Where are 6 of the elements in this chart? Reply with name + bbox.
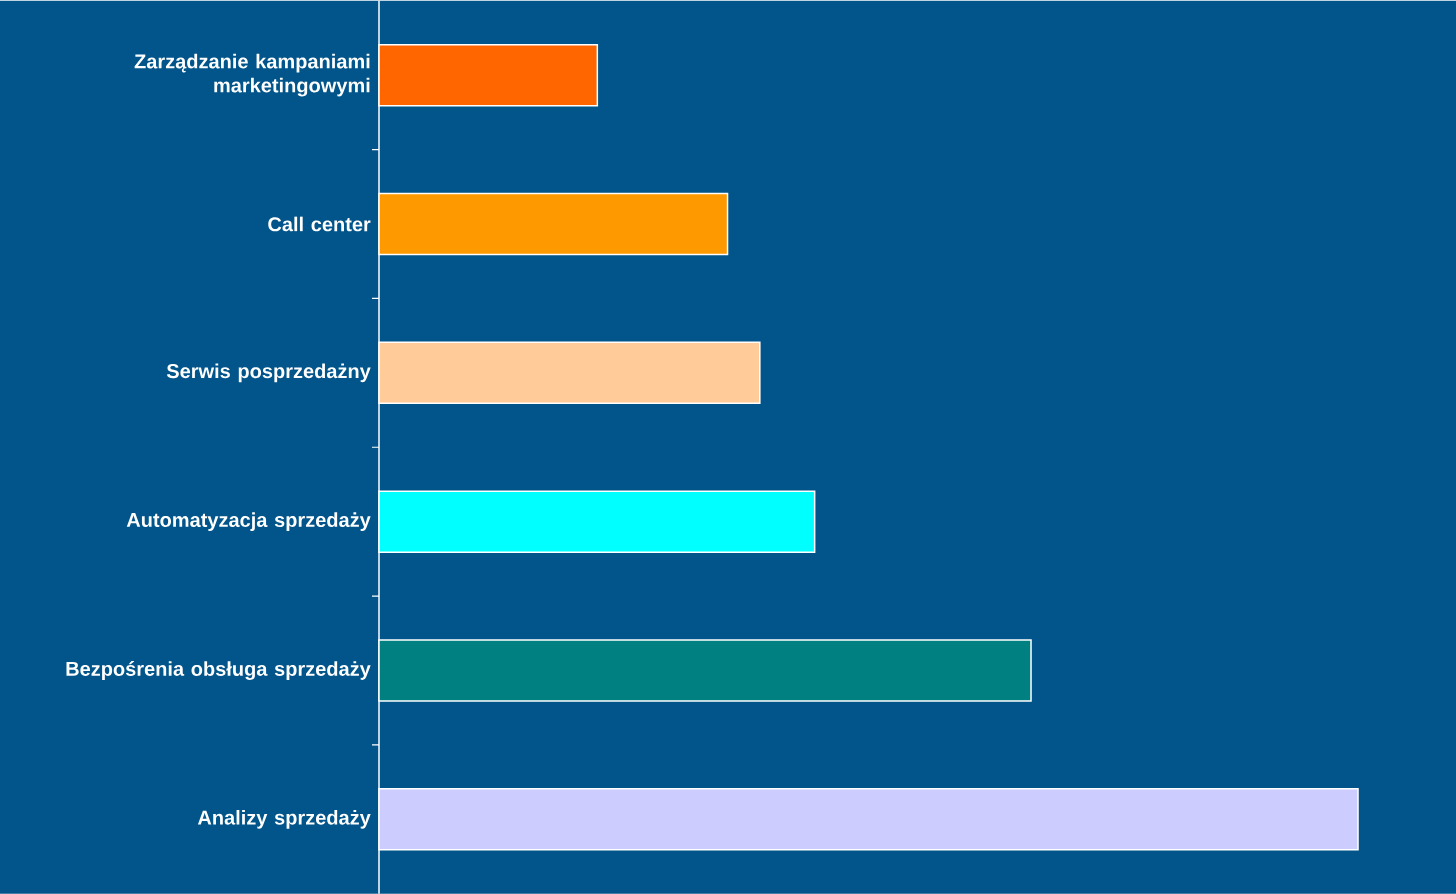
y-tick-label: Zarządzanie kampaniami marketingowymi — [134, 53, 370, 97]
y-tick-label: Call center — [268, 216, 371, 232]
y-tick-label: Serwis posprzedażny — [166, 363, 371, 382]
y-tick-label: Automatyzacja sprzedaży — [126, 512, 371, 531]
y-tick-label: Analizy sprzedaży — [197, 809, 371, 829]
y-tick-label: Bezpośrenia obsługa sprzedaży — [66, 660, 371, 680]
